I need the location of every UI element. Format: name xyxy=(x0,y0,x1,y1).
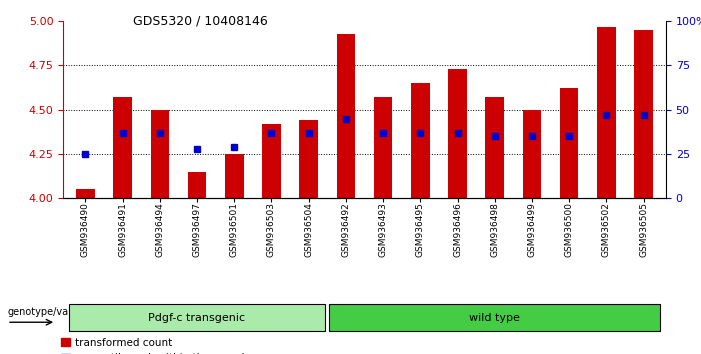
Text: GSM936503: GSM936503 xyxy=(267,202,276,257)
Text: GSM936501: GSM936501 xyxy=(230,202,239,257)
Bar xyxy=(560,88,578,198)
Text: GSM936499: GSM936499 xyxy=(527,202,536,257)
Text: GSM936502: GSM936502 xyxy=(602,202,611,257)
Legend: transformed count, percentile rank within the sample: transformed count, percentile rank withi… xyxy=(61,338,251,354)
Text: wild type: wild type xyxy=(470,313,520,323)
Text: GSM936495: GSM936495 xyxy=(416,202,425,257)
Bar xyxy=(523,110,541,198)
Bar xyxy=(225,154,243,198)
Text: GSM936490: GSM936490 xyxy=(81,202,90,257)
Bar xyxy=(486,97,504,198)
Text: GDS5320 / 10408146: GDS5320 / 10408146 xyxy=(133,14,268,27)
Text: GSM936500: GSM936500 xyxy=(565,202,573,257)
Bar xyxy=(76,189,95,198)
Bar xyxy=(411,83,430,198)
Bar xyxy=(114,97,132,198)
Bar xyxy=(299,120,318,198)
Bar xyxy=(188,172,206,198)
Bar xyxy=(151,110,169,198)
Text: GSM936498: GSM936498 xyxy=(490,202,499,257)
Bar xyxy=(374,97,393,198)
Bar xyxy=(448,69,467,198)
Bar xyxy=(597,27,615,198)
Text: GSM936496: GSM936496 xyxy=(453,202,462,257)
Text: GSM936504: GSM936504 xyxy=(304,202,313,257)
Text: genotype/variation: genotype/variation xyxy=(7,307,100,318)
Text: GSM936494: GSM936494 xyxy=(156,202,164,257)
Bar xyxy=(336,34,355,198)
Text: GSM936492: GSM936492 xyxy=(341,202,350,257)
Bar xyxy=(634,30,653,198)
Text: GSM936497: GSM936497 xyxy=(193,202,202,257)
Bar xyxy=(262,124,281,198)
Text: GSM936493: GSM936493 xyxy=(379,202,388,257)
Text: GSM936491: GSM936491 xyxy=(118,202,127,257)
Text: GSM936505: GSM936505 xyxy=(639,202,648,257)
Text: Pdgf-c transgenic: Pdgf-c transgenic xyxy=(149,313,245,323)
